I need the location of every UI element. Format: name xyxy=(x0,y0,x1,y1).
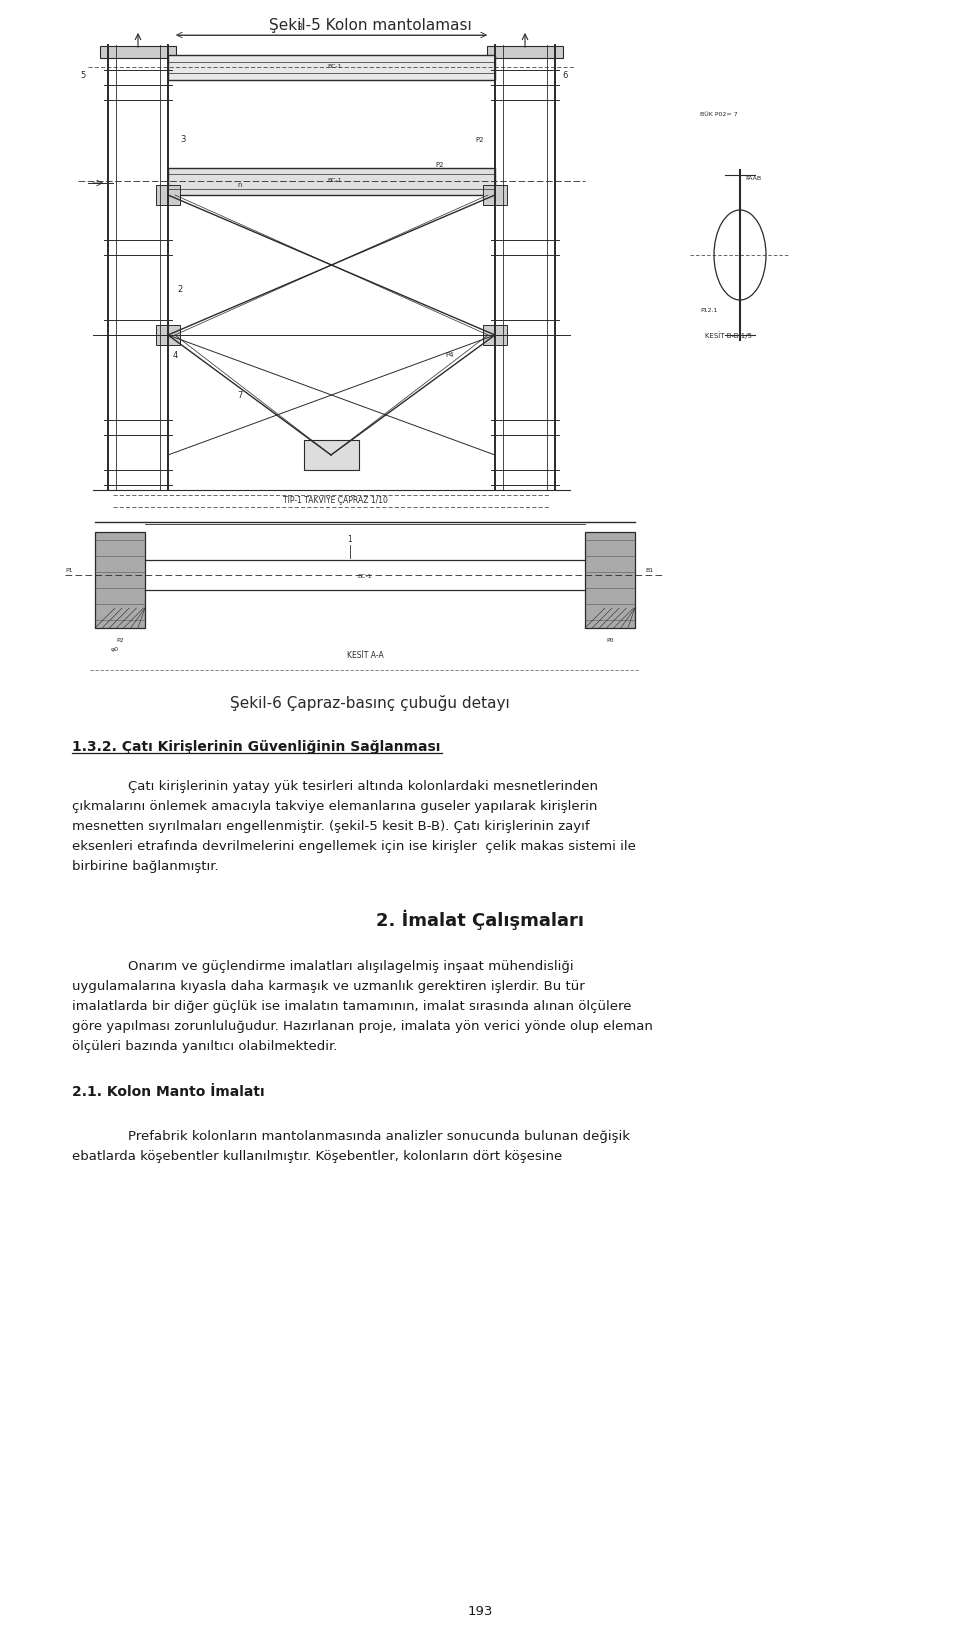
Text: Çatı kirişlerinin yatay yük tesirleri altında kolonlardaki mesnetlerinden: Çatı kirişlerinin yatay yük tesirleri al… xyxy=(128,780,598,793)
Text: Onarım ve güçlendirme imalatları alışılagelmiş inşaat mühendisliği: Onarım ve güçlendirme imalatları alışıla… xyxy=(128,960,574,973)
Text: TİP-1 TAKVİYE ÇAPRAZ 1/10: TİP-1 TAKVİYE ÇAPRAZ 1/10 xyxy=(282,496,388,506)
Text: imalatlarda bir diğer güçlük ise imalatın tamamının, imalat sırasında alınan ölç: imalatlarda bir diğer güçlük ise imalatı… xyxy=(72,1000,632,1013)
Text: 2: 2 xyxy=(178,286,182,294)
Bar xyxy=(168,169,495,195)
Bar xyxy=(483,326,507,345)
Text: eksenleri etrafında devrilmelerini engellemek için ise kirişler  çelik makas sis: eksenleri etrafında devrilmelerini engel… xyxy=(72,839,636,852)
Text: 4: 4 xyxy=(173,350,178,360)
Text: φ0: φ0 xyxy=(111,648,119,653)
Text: 5: 5 xyxy=(81,70,85,80)
Text: 2.1. Kolon Manto İmalatı: 2.1. Kolon Manto İmalatı xyxy=(72,1085,265,1099)
Bar xyxy=(487,46,563,57)
Text: PAAB: PAAB xyxy=(745,175,761,180)
Text: birbirine bağlanmıştır.: birbirine bağlanmıştır. xyxy=(72,861,219,874)
Text: 3: 3 xyxy=(298,23,302,33)
Text: P12.1: P12.1 xyxy=(700,308,717,312)
Bar xyxy=(100,46,176,57)
Text: BC-1: BC-1 xyxy=(358,574,372,579)
Text: mesnetten sıyrılmaları engellenmiştir. (şekil-5 kesit B-B). Çatı kirişlerinin za: mesnetten sıyrılmaları engellenmiştir. (… xyxy=(72,820,589,833)
Bar xyxy=(156,326,180,345)
Text: ölçüleri bazında yanıltıcı olabilmektedir.: ölçüleri bazında yanıltıcı olabilmektedi… xyxy=(72,1040,337,1054)
Text: P2: P2 xyxy=(116,638,124,643)
Text: Şekil-5 Kolon mantolaması: Şekil-5 Kolon mantolaması xyxy=(269,18,471,33)
Text: 6: 6 xyxy=(563,70,567,80)
Text: BC-1: BC-1 xyxy=(327,177,343,183)
Text: 3: 3 xyxy=(180,136,185,144)
Text: n: n xyxy=(238,182,242,188)
Text: 1: 1 xyxy=(348,535,352,545)
Text: P1: P1 xyxy=(65,568,73,573)
Text: çıkmalarını önlemek amacıyla takviye elemanlarına guseler yapılarak kirişlerin: çıkmalarını önlemek amacıyla takviye ele… xyxy=(72,800,597,813)
Text: P2: P2 xyxy=(476,137,484,142)
Text: BC-1: BC-1 xyxy=(327,64,343,69)
Text: P0: P0 xyxy=(607,638,613,643)
Text: P4: P4 xyxy=(445,352,454,358)
Text: P2: P2 xyxy=(436,162,444,169)
Text: KESİT B-B 1/5: KESİT B-B 1/5 xyxy=(705,330,752,339)
Text: göre yapılması zorunluluğudur. Hazırlanan proje, imalata yön verici yönde olup e: göre yapılması zorunluluğudur. Hazırlana… xyxy=(72,1019,653,1032)
Text: ebatlarda köşebentler kullanılmıştır. Köşebentler, kolonların dört köşesine: ebatlarda köşebentler kullanılmıştır. Kö… xyxy=(72,1150,563,1163)
Text: 1.3.2. Çatı Kirişlerinin Güvenliğinin Sağlanması: 1.3.2. Çatı Kirişlerinin Güvenliğinin Sa… xyxy=(72,739,441,754)
Text: BÜK P02= 7: BÜK P02= 7 xyxy=(700,113,737,118)
Bar xyxy=(304,440,359,470)
Text: 7: 7 xyxy=(237,391,243,399)
Text: KESİT A-A: KESİT A-A xyxy=(347,651,383,659)
Bar xyxy=(483,185,507,204)
Text: Prefabrik kolonların mantolanmasında analizler sonucunda bulunan değişik: Prefabrik kolonların mantolanmasında ana… xyxy=(128,1130,630,1144)
FancyBboxPatch shape xyxy=(95,532,145,628)
Bar xyxy=(168,56,495,80)
Text: 193: 193 xyxy=(468,1605,492,1618)
Bar xyxy=(156,185,180,204)
Text: Şekil-6 Çapraz-basınç çubuğu detayı: Şekil-6 Çapraz-basınç çubuğu detayı xyxy=(230,695,510,712)
FancyBboxPatch shape xyxy=(585,532,635,628)
Text: B1: B1 xyxy=(645,568,653,573)
Text: 2. İmalat Çalışmaları: 2. İmalat Çalışmaları xyxy=(376,910,584,931)
Text: uygulamalarına kıyasla daha karmaşık ve uzmanlık gerektiren işlerdir. Bu tür: uygulamalarına kıyasla daha karmaşık ve … xyxy=(72,980,585,993)
